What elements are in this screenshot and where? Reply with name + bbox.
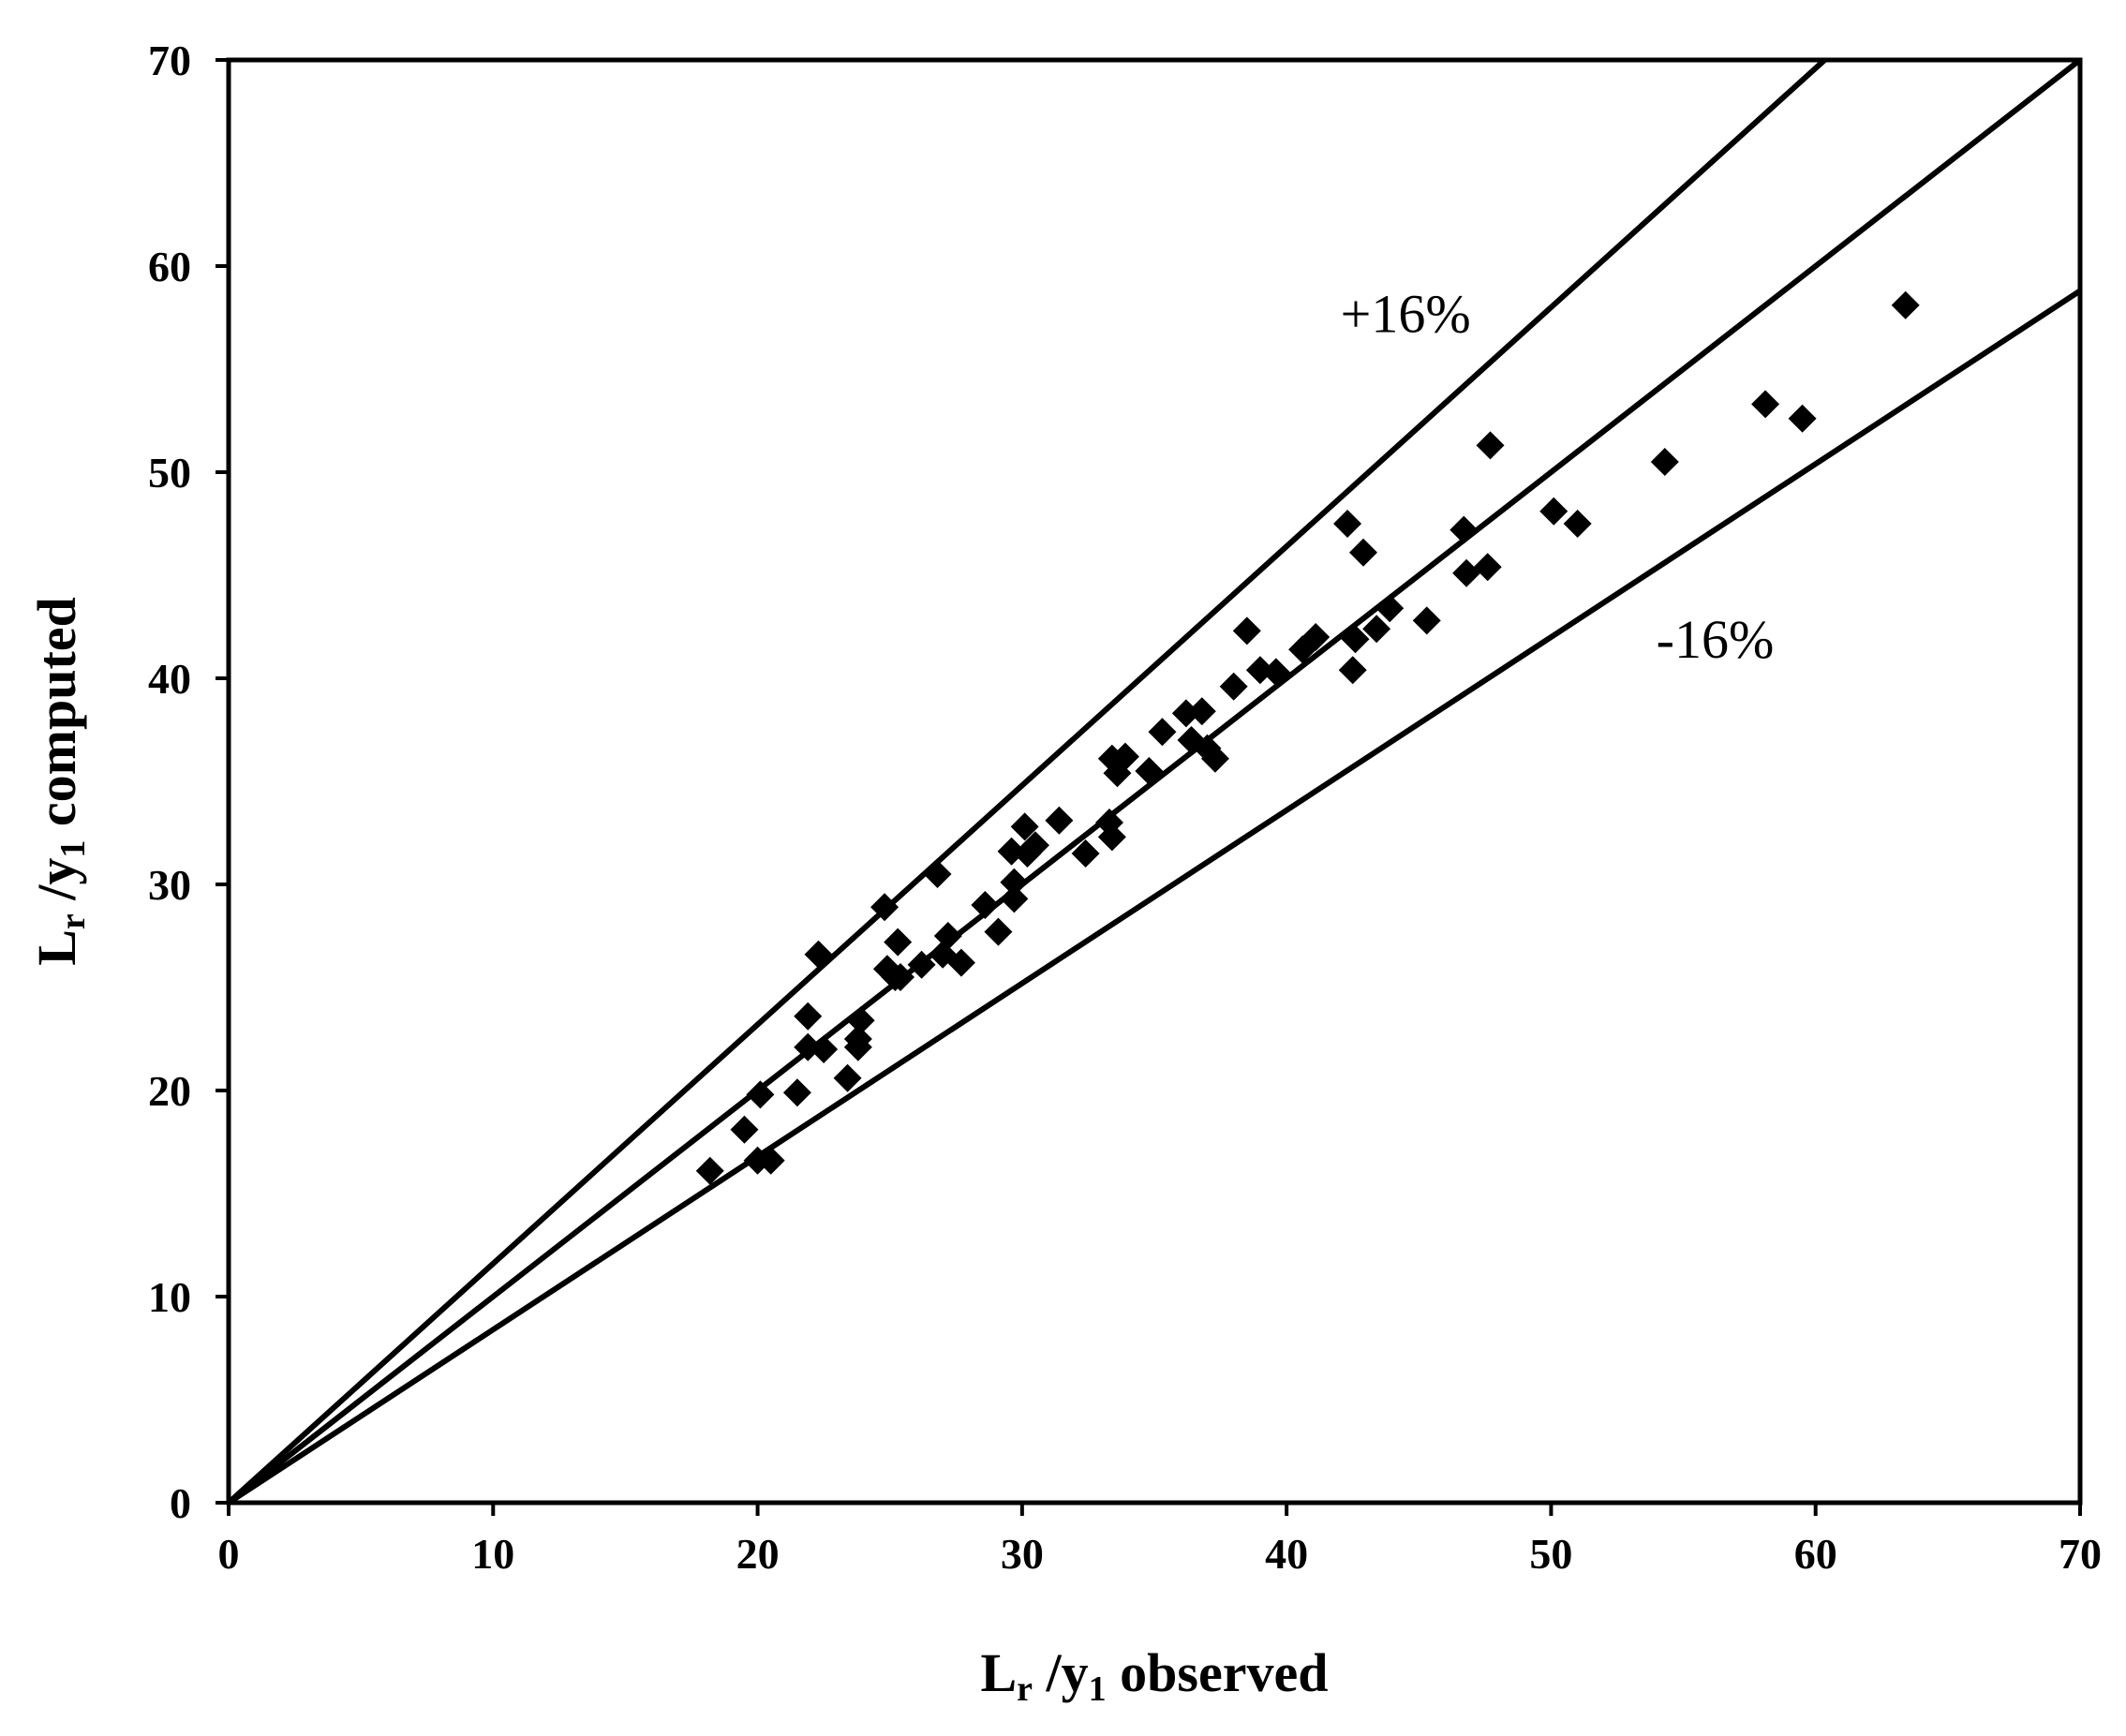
data-point xyxy=(1338,656,1367,685)
data-point xyxy=(1135,757,1164,785)
data-point xyxy=(1375,594,1405,623)
y-axis-title: Lr /y1 computed xyxy=(26,597,93,966)
y-tick-label: 0 xyxy=(170,1479,191,1527)
y-tick-label: 10 xyxy=(148,1273,191,1321)
data-point xyxy=(1891,290,1920,319)
data-point xyxy=(884,927,913,957)
data-point xyxy=(1476,431,1505,460)
reference-line-0 xyxy=(229,60,1829,1503)
data-point xyxy=(923,860,952,888)
data-point xyxy=(1452,558,1481,587)
data-point xyxy=(843,1025,872,1053)
data-point xyxy=(1301,623,1331,651)
data-point xyxy=(907,950,936,979)
x-tick-label: 70 xyxy=(2059,1530,2102,1578)
data-point xyxy=(1219,672,1248,701)
data-point xyxy=(1473,553,1502,582)
data-point xyxy=(782,1078,811,1107)
y-tick-label: 20 xyxy=(148,1067,191,1115)
data-point xyxy=(1020,831,1049,860)
data-point xyxy=(804,940,833,969)
data-point xyxy=(846,1006,875,1035)
reference-line-2 xyxy=(229,288,2080,1503)
data-point xyxy=(1751,390,1780,419)
data-point xyxy=(1539,497,1568,526)
y-tick-label: 50 xyxy=(148,449,191,497)
data-point xyxy=(1333,510,1362,538)
x-axis-title: Lr /y1 observed xyxy=(980,1642,1328,1709)
data-point xyxy=(886,963,915,991)
data-point xyxy=(870,893,899,922)
data-points xyxy=(695,290,1920,1185)
plot-frame xyxy=(226,57,2083,1506)
data-point xyxy=(794,1002,823,1031)
data-point xyxy=(1261,658,1290,687)
data-point xyxy=(1000,868,1029,897)
data-point xyxy=(746,1080,775,1109)
y-tick-label: 40 xyxy=(148,655,191,703)
data-point xyxy=(756,1146,785,1175)
y-tick-label: 30 xyxy=(148,861,191,909)
data-point xyxy=(1187,697,1216,726)
y-axis: 0 10 20 30 40 50 60 70 xyxy=(148,37,229,1527)
x-tick-label: 10 xyxy=(471,1530,514,1578)
annotations: +16% -16% xyxy=(1341,283,1775,670)
data-point xyxy=(1200,744,1229,773)
data-point xyxy=(984,917,1013,946)
x-tick-label: 0 xyxy=(218,1530,240,1578)
data-point xyxy=(810,1035,839,1063)
data-point xyxy=(1650,448,1679,476)
data-point xyxy=(971,891,1000,919)
x-tick-label: 30 xyxy=(1001,1530,1044,1578)
x-axis: 0 10 20 30 40 50 60 70 xyxy=(218,1503,2102,1578)
data-point xyxy=(1349,538,1378,567)
data-point xyxy=(1341,625,1370,654)
band-annotation-label: -16% xyxy=(1657,609,1775,670)
data-point xyxy=(1010,812,1039,841)
data-point xyxy=(833,1063,862,1092)
data-point xyxy=(1232,616,1261,645)
y-tick-label: 70 xyxy=(148,37,191,84)
data-point xyxy=(1000,884,1029,913)
data-point xyxy=(695,1156,724,1185)
data-point xyxy=(1412,606,1441,635)
data-point xyxy=(1450,515,1479,544)
data-point xyxy=(1788,404,1817,433)
x-tick-label: 20 xyxy=(736,1530,780,1578)
data-point xyxy=(1045,806,1074,835)
data-point xyxy=(1563,510,1592,538)
data-point xyxy=(1071,839,1100,868)
y-tick-label: 60 xyxy=(148,243,191,290)
reference-lines xyxy=(229,60,2080,1503)
band-annotation-label: +16% xyxy=(1341,283,1471,344)
data-point xyxy=(933,922,962,950)
x-tick-label: 60 xyxy=(1794,1530,1837,1578)
data-point xyxy=(1148,718,1177,747)
data-point xyxy=(1362,615,1391,644)
data-point xyxy=(1110,742,1139,771)
reference-line-1 xyxy=(229,60,2080,1503)
x-tick-label: 40 xyxy=(1265,1530,1308,1578)
data-point xyxy=(730,1115,759,1144)
data-point xyxy=(1097,823,1126,852)
data-point xyxy=(946,948,975,977)
x-tick-label: 50 xyxy=(1529,1530,1572,1578)
